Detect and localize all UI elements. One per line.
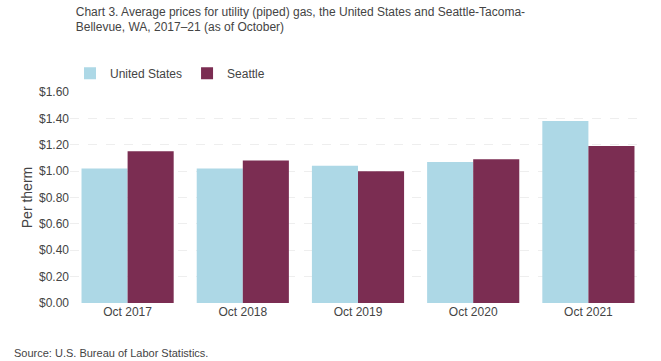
svg-text:$1.20: $1.20 <box>39 138 69 152</box>
svg-text:$0.40: $0.40 <box>39 243 69 257</box>
svg-text:Oct 2020: Oct 2020 <box>449 305 498 319</box>
svg-text:Per therm: Per therm <box>19 167 35 228</box>
svg-text:Oct 2021: Oct 2021 <box>564 305 613 319</box>
svg-text:Source: U.S. Bureau of Labor S: Source: U.S. Bureau of Labor Statistics. <box>14 347 208 359</box>
svg-text:Oct 2017: Oct 2017 <box>103 305 152 319</box>
svg-text:$0.20: $0.20 <box>39 270 69 284</box>
svg-text:United States: United States <box>110 67 182 81</box>
svg-text:$0.60: $0.60 <box>39 217 69 231</box>
svg-text:Oct 2018: Oct 2018 <box>218 305 267 319</box>
svg-text:$1.60: $1.60 <box>39 85 69 99</box>
svg-text:$1.40: $1.40 <box>39 112 69 126</box>
svg-text:$0.80: $0.80 <box>39 191 69 205</box>
svg-text:$1.00: $1.00 <box>39 164 69 178</box>
svg-text:Oct 2019: Oct 2019 <box>334 305 383 319</box>
svg-text:Chart 3. Average prices for ut: Chart 3. Average prices for utility (pip… <box>76 5 525 35</box>
svg-text:$0.00: $0.00 <box>39 296 69 310</box>
svg-text:Seattle: Seattle <box>227 67 265 81</box>
